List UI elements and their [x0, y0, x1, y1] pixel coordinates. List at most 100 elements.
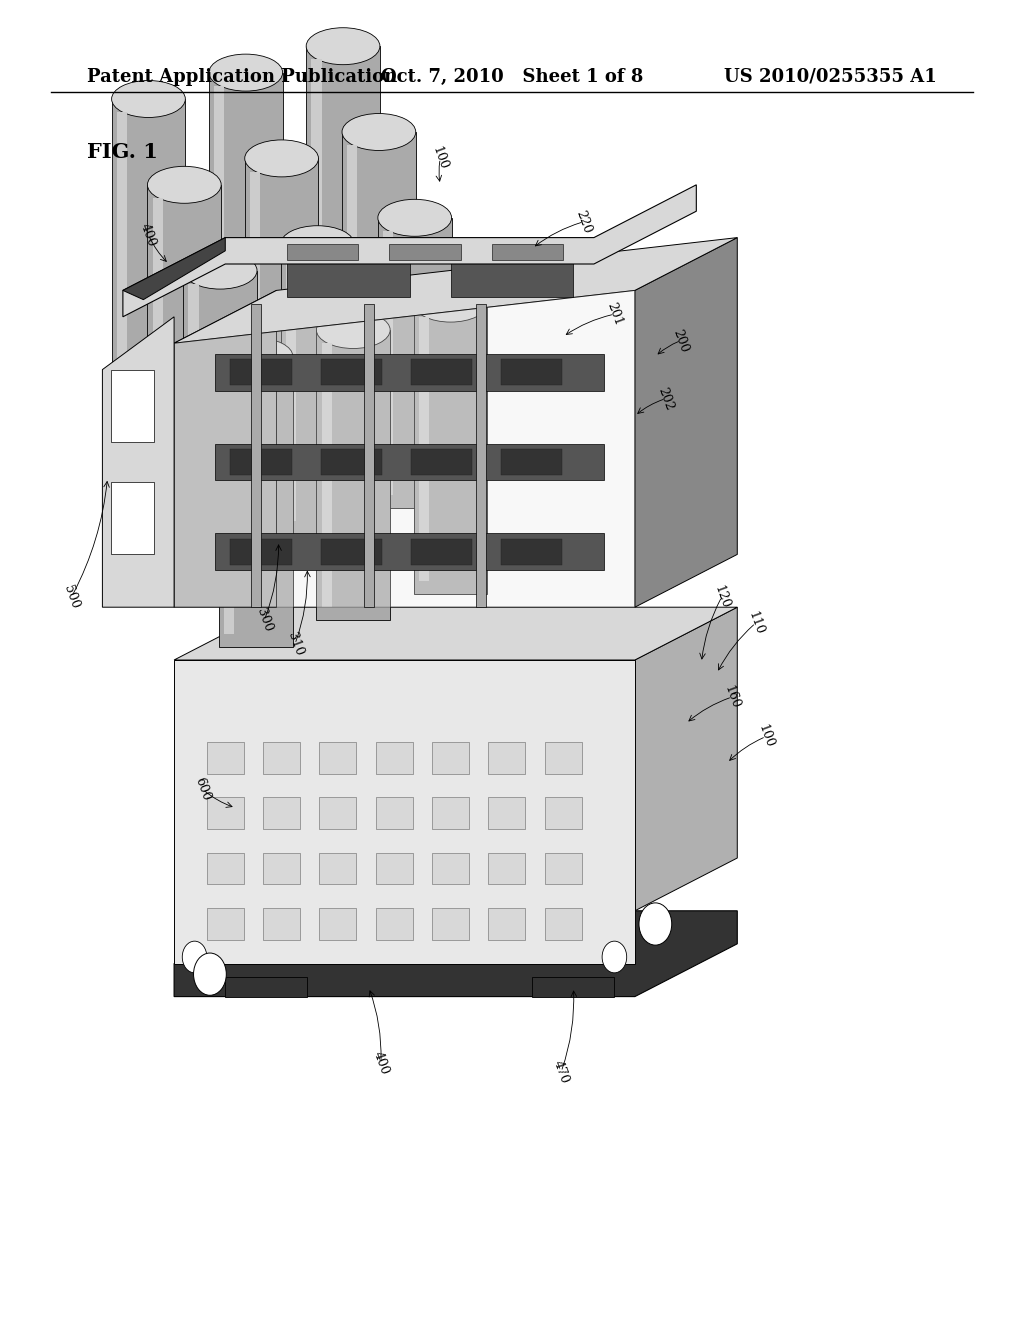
Bar: [389, 244, 461, 260]
Text: 202: 202: [655, 385, 676, 412]
Bar: [183, 271, 257, 561]
Bar: [251, 304, 261, 607]
Bar: [263, 797, 300, 829]
Bar: [432, 853, 469, 884]
Text: 300: 300: [254, 607, 274, 634]
Ellipse shape: [219, 338, 293, 375]
Text: 400: 400: [138, 222, 159, 248]
Bar: [411, 539, 472, 565]
Bar: [501, 449, 562, 475]
Bar: [287, 244, 358, 260]
Text: 400: 400: [371, 1049, 391, 1076]
Ellipse shape: [183, 252, 257, 289]
Bar: [321, 359, 382, 385]
Bar: [207, 742, 244, 774]
Bar: [321, 449, 382, 475]
Text: 160: 160: [722, 684, 742, 710]
Bar: [488, 908, 525, 940]
Polygon shape: [532, 977, 614, 997]
Bar: [230, 539, 292, 565]
Bar: [321, 539, 382, 565]
Polygon shape: [174, 660, 635, 964]
Polygon shape: [635, 607, 737, 911]
Bar: [230, 359, 292, 385]
Bar: [376, 742, 413, 774]
Bar: [319, 797, 356, 829]
Polygon shape: [174, 607, 737, 660]
Text: 600: 600: [193, 776, 213, 803]
Polygon shape: [174, 911, 737, 997]
Ellipse shape: [306, 28, 380, 65]
Bar: [112, 99, 185, 389]
Ellipse shape: [414, 285, 487, 322]
Text: Oct. 7, 2010   Sheet 1 of 8: Oct. 7, 2010 Sheet 1 of 8: [381, 67, 643, 86]
Bar: [250, 172, 260, 436]
Bar: [207, 908, 244, 940]
Text: 100: 100: [756, 723, 776, 750]
Polygon shape: [635, 238, 737, 607]
Polygon shape: [123, 185, 696, 317]
Text: 120: 120: [712, 583, 732, 610]
Circle shape: [182, 941, 207, 973]
Bar: [188, 284, 199, 548]
Polygon shape: [174, 238, 737, 343]
Text: Patent Application Publication: Patent Application Publication: [87, 67, 397, 86]
Bar: [153, 198, 163, 462]
Text: 200: 200: [671, 327, 691, 354]
Bar: [263, 908, 300, 940]
Bar: [545, 797, 582, 829]
Bar: [376, 797, 413, 829]
Bar: [245, 158, 318, 449]
Text: 470: 470: [551, 1059, 571, 1085]
Bar: [311, 59, 322, 323]
Bar: [230, 449, 292, 475]
Bar: [263, 742, 300, 774]
Bar: [378, 218, 452, 508]
Bar: [306, 46, 380, 337]
Bar: [215, 533, 604, 570]
Bar: [432, 908, 469, 940]
Bar: [432, 742, 469, 774]
Bar: [432, 797, 469, 829]
Ellipse shape: [378, 199, 452, 236]
Circle shape: [194, 953, 226, 995]
Bar: [488, 797, 525, 829]
Bar: [411, 449, 472, 475]
Ellipse shape: [316, 312, 390, 348]
Ellipse shape: [147, 166, 221, 203]
Bar: [376, 908, 413, 940]
Bar: [376, 853, 413, 884]
Bar: [209, 73, 283, 363]
Bar: [215, 444, 604, 480]
Bar: [419, 317, 429, 581]
Bar: [207, 797, 244, 829]
Bar: [219, 356, 293, 647]
Polygon shape: [123, 238, 225, 300]
Bar: [342, 132, 416, 422]
Polygon shape: [174, 290, 276, 607]
Bar: [319, 908, 356, 940]
Bar: [451, 257, 573, 297]
Bar: [215, 354, 604, 391]
Bar: [287, 257, 410, 297]
Bar: [545, 908, 582, 940]
Bar: [224, 370, 234, 634]
Polygon shape: [225, 977, 307, 997]
Bar: [214, 86, 224, 350]
Polygon shape: [102, 317, 174, 607]
Bar: [319, 853, 356, 884]
Text: 110: 110: [745, 610, 766, 636]
Polygon shape: [174, 290, 635, 607]
Bar: [545, 853, 582, 884]
Bar: [488, 742, 525, 774]
Circle shape: [639, 903, 672, 945]
Bar: [488, 853, 525, 884]
Bar: [147, 185, 221, 475]
Bar: [111, 370, 154, 442]
Bar: [411, 359, 472, 385]
Bar: [316, 330, 390, 620]
Text: US 2010/0255355 A1: US 2010/0255355 A1: [724, 67, 937, 86]
Bar: [476, 304, 486, 607]
Bar: [501, 359, 562, 385]
Bar: [319, 742, 356, 774]
